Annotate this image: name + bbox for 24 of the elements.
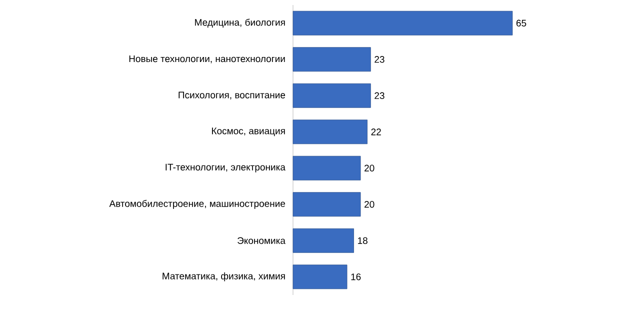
bar	[292, 120, 368, 144]
y-tick-label: Медицина, биология	[195, 18, 285, 28]
bar	[292, 228, 354, 253]
y-tick-label: Математика, физика, химия	[162, 272, 285, 282]
data-label: 20	[364, 164, 374, 172]
y-tick-label: Экономика	[238, 237, 286, 244]
data-label: 23	[374, 92, 384, 99]
data-label: 16	[351, 274, 361, 280]
y-tick-label: IT-технологии, электроника	[166, 164, 286, 172]
bar	[292, 10, 513, 36]
data-label: 23	[374, 56, 384, 63]
y-tick-label: Новые технологии, нанотехнологии	[129, 56, 285, 64]
data-label: 22	[371, 128, 381, 136]
bar	[292, 264, 348, 290]
data-label: 20	[364, 201, 374, 208]
bar	[292, 192, 361, 217]
data-label: 65	[516, 20, 526, 26]
bar	[292, 156, 361, 180]
y-tick-label: Космос, авиация	[212, 128, 285, 136]
y-tick-label: Автомобилестроение, машиностроение	[109, 200, 286, 209]
bar	[292, 47, 371, 72]
y-tick-label: Психология, воспитание	[178, 92, 286, 100]
data-label: 18	[358, 237, 368, 244]
bar	[292, 83, 371, 108]
